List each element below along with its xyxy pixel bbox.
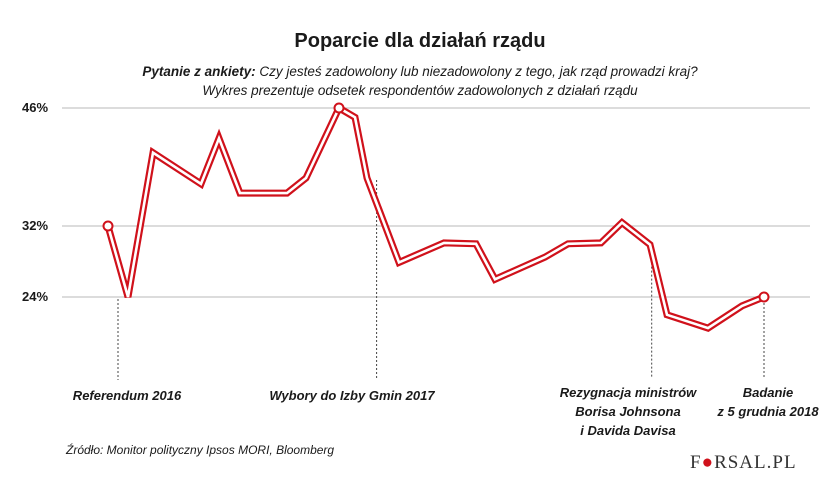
source-note: Źródło: Monitor polityczny Ipsos MORI, B… [66, 443, 335, 457]
highlight-marker [333, 102, 345, 114]
chart-title: Poparcie dla działań rządu [294, 30, 546, 52]
annotation-line: Borisa Johnsona [575, 404, 681, 419]
series-line [104, 103, 766, 332]
annotation-line: Referendum 2016 [72, 388, 182, 403]
highlight-marker [758, 291, 770, 303]
annotation-line: Badanie [742, 385, 794, 400]
annotation-label: Wybory do Izby Gmin 2017 [269, 386, 434, 405]
annotation-label: Badanie z 5 grudnia 2018 [717, 383, 818, 421]
subtitle-label: Pytanie z ankiety: [142, 64, 256, 79]
forsal-logo: F●RSAL.PL [690, 452, 797, 473]
annotation-label: Referendum 2016 [73, 386, 181, 405]
highlight-marker [102, 220, 114, 232]
annotation-line: Wybory do Izby Gmin 2017 [269, 388, 435, 403]
chart-subtitle: Pytanie z ankiety: Czy jesteś zadowolony… [0, 64, 840, 79]
annotation-label: Rezygnacja ministrów Borisa Johnsona i Dav… [560, 383, 697, 440]
annotation-line: z 5 grudnia 2018 [717, 404, 819, 419]
annotation-line: Rezygnacja ministrów [559, 385, 697, 400]
y-tick-label: 46% [22, 100, 49, 115]
y-tick-label: 24% [22, 289, 49, 304]
subtitle-question: Czy jesteś zadowolony lub niezadowolony … [259, 64, 698, 79]
series-line-inner [106, 106, 765, 330]
y-tick-label: 32% [22, 218, 49, 233]
annotation-line: i Davida Davisa [580, 423, 676, 438]
chart-subtitle-line2: Wykres prezentuje odsetek respondentów z… [202, 83, 638, 98]
